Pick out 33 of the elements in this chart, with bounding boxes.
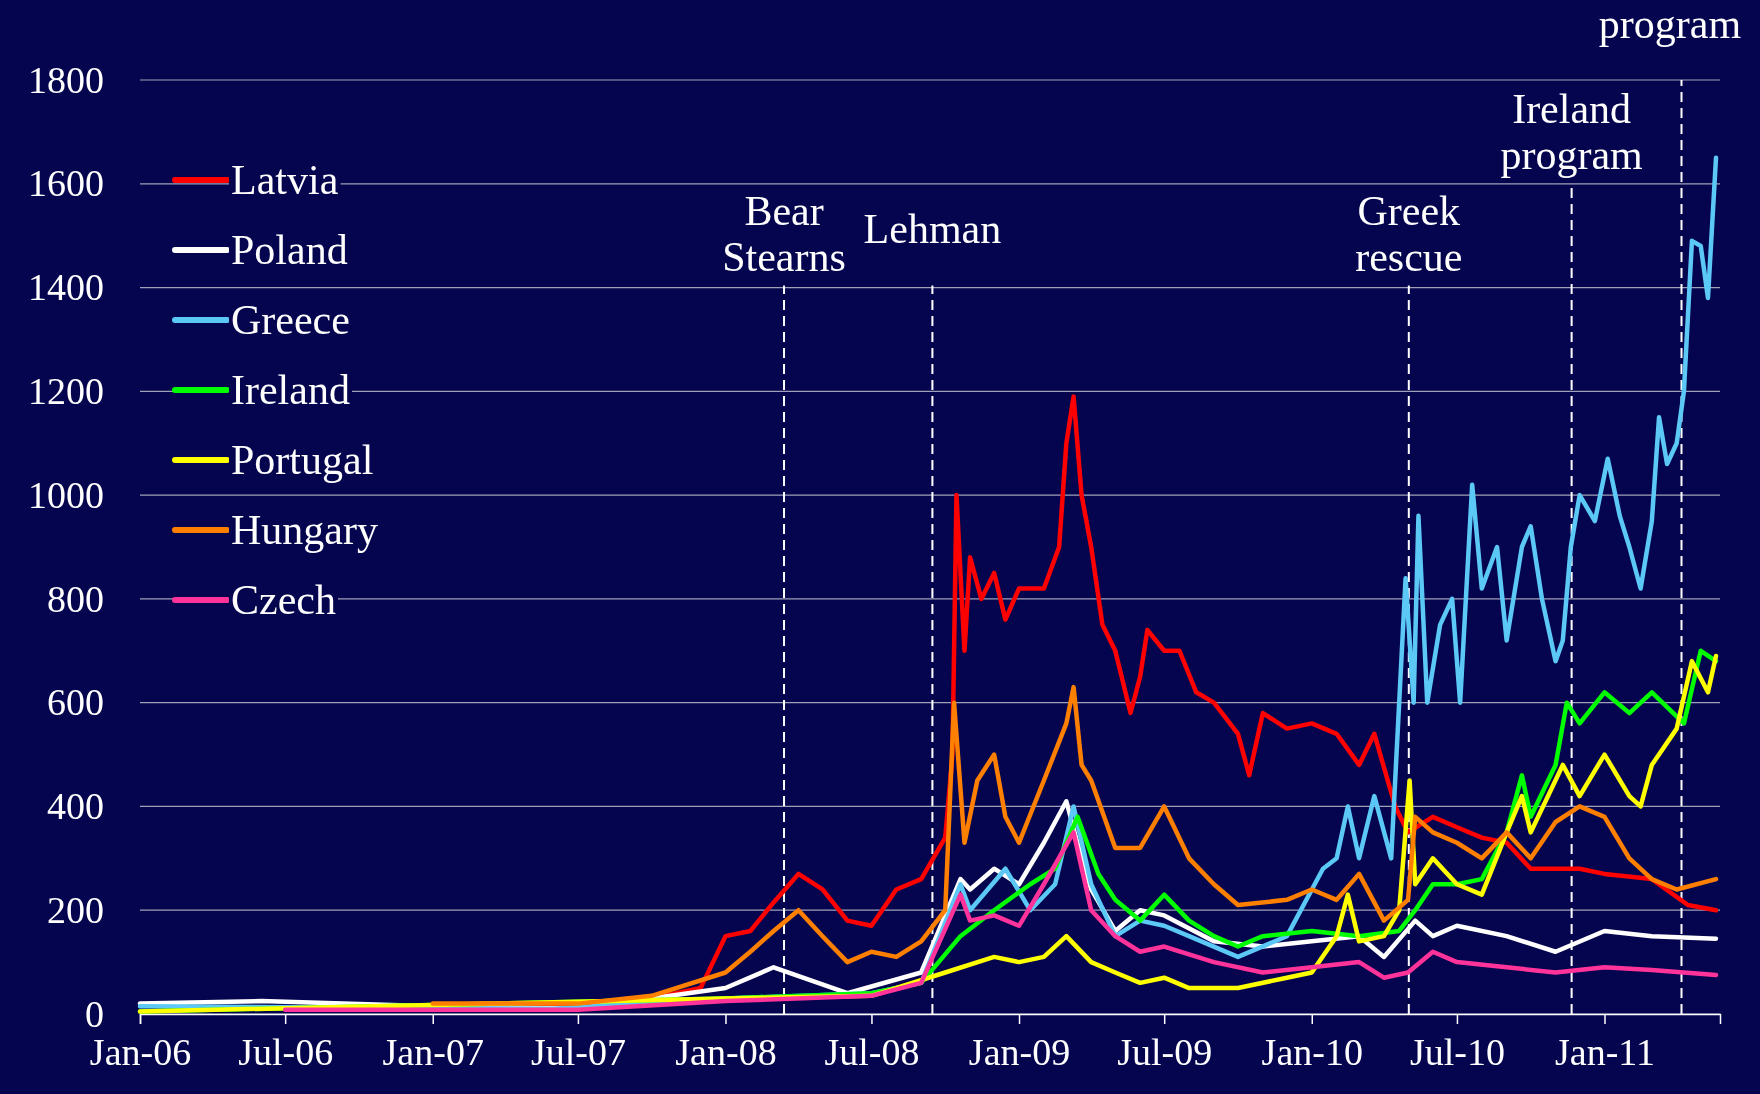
x-tick-label: Jan-08: [675, 1030, 777, 1073]
legend-label: Czech: [231, 577, 336, 623]
y-tick-label: 1800: [28, 58, 104, 101]
x-tick-label: Jan-10: [1261, 1030, 1363, 1073]
x-tick-label: Jul-09: [1117, 1030, 1213, 1073]
y-tick-label: 1000: [28, 473, 104, 516]
ref-line-label: Lehman: [863, 206, 1002, 253]
x-tick-label: Jul-07: [530, 1030, 626, 1073]
y-tick-label: 1200: [28, 369, 104, 412]
x-tick-label: Jan-09: [968, 1030, 1071, 1073]
y-tick-label: 800: [47, 577, 104, 620]
y-tick-label: 600: [47, 681, 104, 724]
y-tick-label: 1400: [28, 266, 104, 309]
ref-line-label: Ireland program: [1500, 85, 1644, 178]
x-tick-label: Jul-08: [824, 1030, 920, 1073]
y-tick-label: 200: [47, 888, 104, 931]
ref-line-label: Bear Stearns: [722, 188, 846, 281]
legend-label: Greece: [231, 297, 350, 343]
line-series: [430, 684, 1719, 1006]
legend-label: Hungary: [231, 507, 378, 553]
legend-label: Poland: [231, 227, 348, 273]
x-tick-label: Jan-07: [382, 1030, 484, 1073]
ref-line-label: program: [1598, 1, 1742, 47]
ref-line-label: Greek rescue: [1355, 188, 1463, 281]
x-tick-label: Jul-10: [1409, 1030, 1505, 1073]
x-tick-label: Jan-11: [1555, 1030, 1655, 1073]
y-tick-label: 1600: [28, 162, 104, 205]
legend-label: Ireland: [231, 367, 350, 413]
legend-label: Portugal: [231, 437, 374, 483]
line-series: [282, 830, 1719, 1013]
x-tick-label: Jul-06: [238, 1030, 334, 1073]
y-tick-label: 400: [47, 785, 104, 828]
legend-label: Latvia: [231, 157, 339, 203]
